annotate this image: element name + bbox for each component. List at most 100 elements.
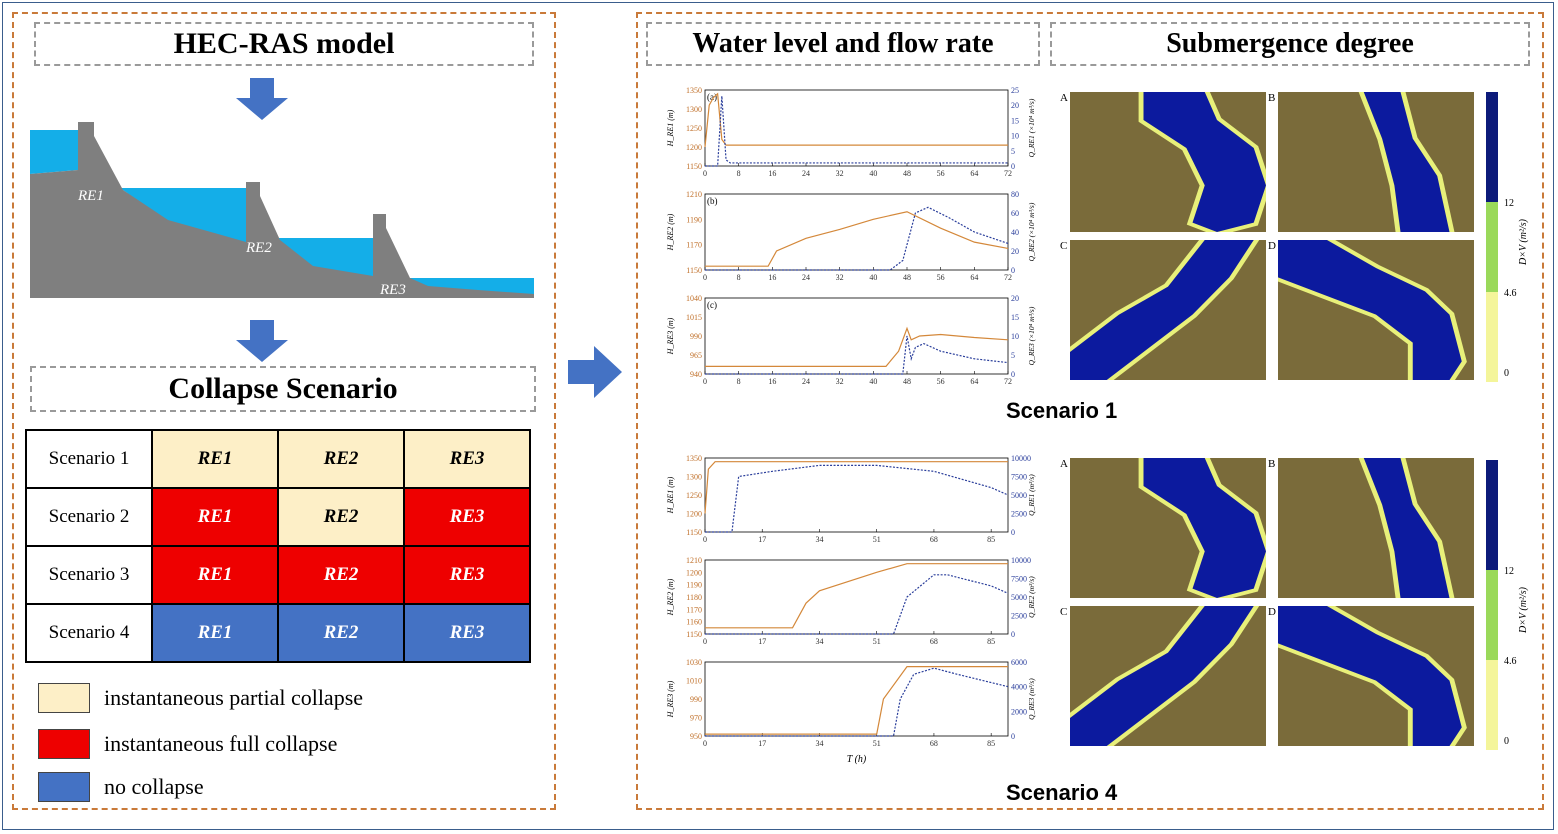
x-tick-label: 48: [903, 273, 911, 282]
x-tick-label: 72: [1004, 273, 1012, 282]
left-panel: [12, 12, 556, 810]
colorbar-mid: [1486, 570, 1498, 660]
colorbar-label: D×V (m²/s): [1518, 218, 1529, 266]
map-drawing: [1070, 240, 1266, 380]
submergence-map: [1278, 606, 1474, 746]
colorbar-tick: 4.6: [1504, 288, 1517, 299]
plot-frame: [704, 193, 1009, 271]
dam-state-cell: RE1: [151, 545, 279, 605]
scenario-row: Scenario 3 RE1 RE2 RE3: [25, 545, 531, 605]
collapse-scenario-title: Collapse Scenario: [30, 366, 536, 412]
x-tick-label: 56: [937, 169, 945, 178]
y-tick-label: 1040: [686, 294, 702, 303]
x-tick-label: 16: [768, 273, 776, 282]
colorbar-tick: 0: [1504, 736, 1509, 747]
line-chart: 0 8 16 24 32 40 48 56 64 72 1350 1300 1250 1200 1150 25…: [666, 86, 1036, 178]
map-drawing: [1070, 458, 1266, 598]
map-drawing: [1278, 606, 1474, 746]
terrain-and-dams: [30, 122, 534, 298]
water-level-line: [705, 326, 1009, 368]
y-tick-label: 1200: [686, 143, 702, 152]
map-letter: D: [1268, 240, 1276, 252]
y-tick-label: 965: [690, 351, 702, 360]
y2-tick-label: 5: [1011, 351, 1015, 360]
y-tick-label: 1190: [686, 215, 702, 224]
scenario-label: Scenario 3: [25, 545, 153, 605]
y2-axis-label: Q_RE3 (m³/s): [1027, 678, 1036, 720]
map-drawing: [1278, 240, 1474, 380]
flow-rate-line: [705, 574, 1009, 635]
y2-axis-label: Q_RE1 (×10⁴ m³/s): [1027, 98, 1036, 157]
x-tick-label: 85: [987, 637, 995, 646]
map-letter: C: [1060, 240, 1068, 252]
legend-label: instantaneous partial collapse: [104, 685, 364, 710]
scenario-row: Scenario 2 RE1 RE2 RE3: [25, 487, 531, 547]
down-arrow-2: [236, 320, 288, 362]
y-tick-label: 1190: [686, 581, 702, 590]
x-tick-label: 51: [873, 637, 881, 646]
river-area: [1143, 458, 1266, 598]
x-tick-label: 64: [970, 377, 978, 386]
line-chart: 0 17 34 51 68 85 1030 1010 990 970 950 6000 4000 2000…: [666, 658, 1036, 765]
colorbar: 12 4.6 0 D×V (m²/s): [1486, 460, 1529, 750]
legend-swatch: [38, 683, 90, 713]
y2-tick-label: 6000: [1011, 658, 1027, 667]
dam-state-cell: RE3: [403, 487, 531, 547]
y2-tick-label: 0: [1011, 528, 1015, 537]
legend-label: no collapse: [104, 774, 204, 799]
x-tick-label: 16: [768, 169, 776, 178]
x-tick-label: 32: [836, 169, 844, 178]
y-axis-label: H_RE3 (m): [666, 680, 675, 718]
dam-state-cell: RE2: [277, 487, 405, 547]
y-tick-label: 940: [690, 370, 702, 379]
x-tick-label: 48: [903, 169, 911, 178]
x-axis-label: T (h): [847, 754, 867, 765]
y2-tick-label: 0: [1011, 370, 1015, 379]
x-tick-label: 72: [1004, 169, 1012, 178]
x-tick-label: 48: [903, 377, 911, 386]
x-tick-label: 51: [873, 739, 881, 748]
y-tick-label: 1210: [686, 190, 702, 199]
map-letter: A: [1060, 92, 1068, 104]
x-tick-label: 40: [869, 377, 877, 386]
y2-axis-label: Q_RE1 (m³/s): [1027, 474, 1036, 516]
water-level-line: [705, 563, 1008, 629]
legend-item: instantaneous full collapse: [38, 729, 337, 759]
river-area: [1070, 606, 1254, 746]
x-tick-label: 0: [703, 535, 707, 544]
y2-tick-label: 5000: [1011, 593, 1027, 602]
y-tick-label: 1015: [686, 313, 702, 322]
y2-tick-label: 2500: [1011, 612, 1027, 621]
map-drawing: [1070, 606, 1266, 746]
x-tick-label: 64: [970, 273, 978, 282]
line-chart: 0 8 16 24 32 40 48 56 64 72 1040 1015 990 965 940 20 15 1…: [666, 294, 1036, 386]
y-tick-label: 1180: [686, 593, 702, 602]
y-tick-label: 1200: [686, 568, 702, 577]
y2-tick-label: 10: [1011, 132, 1019, 141]
map-letter: C: [1060, 606, 1068, 618]
scenario-row: Scenario 1 RE1 RE2 RE3: [25, 429, 531, 489]
scenario-4-caption: Scenario 4: [1006, 780, 1118, 805]
y2-tick-label: 20: [1011, 294, 1019, 303]
dam-state-cell: RE3: [403, 545, 531, 605]
legend-item: no collapse: [38, 772, 204, 802]
y-tick-label: 1010: [686, 677, 702, 686]
x-tick-label: 24: [802, 169, 810, 178]
y-tick-label: 1200: [686, 510, 702, 519]
flow-rate-line: [705, 667, 1009, 737]
flow-rate-line: [705, 96, 1008, 167]
y-tick-label: 1210: [686, 556, 702, 565]
x-tick-label: 8: [737, 169, 741, 178]
flow-rate-line: [705, 335, 1009, 375]
dam-state-cell: RE3: [403, 429, 531, 489]
y-tick-label: 1350: [686, 86, 702, 95]
legend-item: instantaneous partial collapse: [38, 683, 363, 713]
map-letter: A: [1060, 458, 1068, 470]
y2-tick-label: 60: [1011, 209, 1019, 218]
river-area: [1278, 240, 1462, 380]
y2-tick-label: 4000: [1011, 683, 1027, 692]
x-tick-label: 17: [758, 535, 766, 544]
y-tick-label: 970: [690, 714, 702, 723]
y2-tick-label: 2500: [1011, 510, 1027, 519]
map-letter: D: [1268, 606, 1276, 618]
